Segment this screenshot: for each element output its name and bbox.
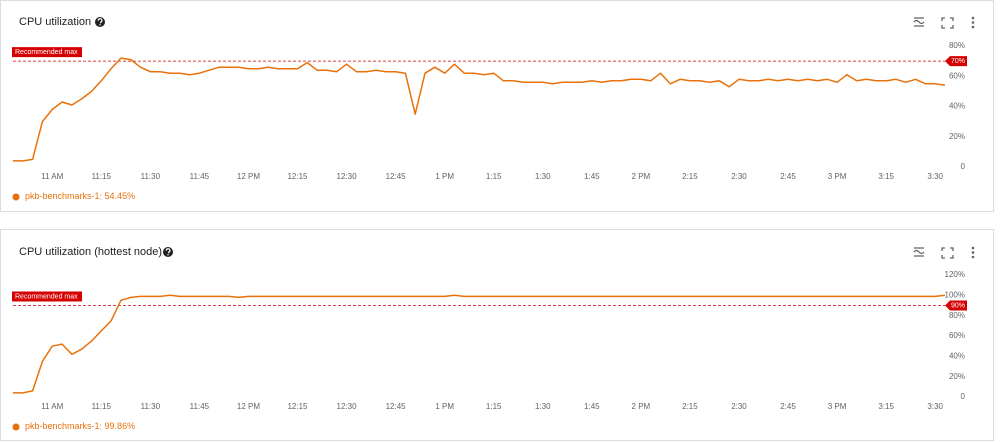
chart-title: CPU utilization (hottest node) [19,246,162,258]
y-tick-label: 0 [961,162,966,171]
legend-name: pkb-benchmarks-1 [25,421,100,431]
x-tick-label: 2:45 [780,172,796,181]
threshold-badge [12,291,82,302]
x-tick-label: 11:30 [141,402,161,411]
x-tick-label: 11:15 [92,402,112,411]
threshold-value-label: 90% [951,302,965,309]
x-tick-label: 1:45 [584,402,600,411]
x-tick-label: 3:30 [927,172,943,181]
y-tick-label: 80% [949,311,965,320]
y-tick-label: 20% [949,132,965,141]
y-tick-label: 0 [961,392,966,401]
threshold-label: Recommended max [15,293,78,300]
x-tick-label: 2:30 [731,172,747,181]
x-tick-label: 1:15 [486,402,502,411]
series-line [13,57,946,162]
fullscreen-icon[interactable] [941,247,954,259]
y-tick-label: 80% [949,41,965,50]
more-icon[interactable] [971,16,975,29]
x-tick-label: 3:15 [878,402,894,411]
x-tick-label: 11 AM [41,402,63,411]
x-tick-label: 12:30 [337,172,358,181]
x-tick-label: 12:30 [337,402,358,411]
legend-label: pkb-benchmarks-1: 99.86% [25,421,135,431]
x-tick-label: 1:45 [584,172,600,181]
x-tick-label: 11:45 [190,402,210,411]
help-icon[interactable] [95,17,105,27]
legend-swatch [12,193,20,201]
x-tick-label: 3 PM [828,172,847,181]
x-tick-label: 1:30 [535,172,551,181]
x-tick-label: 2:15 [682,402,698,411]
x-tick-label: 3 PM [828,402,847,411]
x-tick-label: 12:15 [287,402,308,411]
y-tick-label: 60% [949,331,965,340]
x-tick-label: 1:15 [486,172,502,181]
x-tick-label: 12 PM [237,402,260,411]
card [0,0,994,212]
legend-value: 99.86% [105,421,136,431]
x-tick-label: 2:30 [731,402,747,411]
x-tick-label: 11:45 [190,172,210,181]
x-tick-label: 11:15 [92,172,112,181]
y-tick-label: 100% [945,290,965,299]
x-tick-label: 2:15 [682,172,698,181]
card [0,229,994,441]
chart-title: CPU utilization [19,16,91,28]
compare-icon[interactable] [913,17,925,27]
threshold-label: Recommended max [15,49,78,56]
x-tick-label: 3:30 [927,402,943,411]
help-icon[interactable] [163,247,173,257]
legend-name: pkb-benchmarks-1 [25,191,100,201]
x-tick-label: 11:30 [141,172,161,181]
y-tick-label: 40% [949,102,965,111]
legend-value: 54.45% [105,191,136,201]
x-tick-label: 2 PM [632,172,651,181]
x-tick-label: 1:30 [535,402,551,411]
y-tick-label: 60% [949,71,965,80]
more-icon[interactable] [971,246,975,259]
fullscreen-icon[interactable] [941,17,954,29]
x-tick-label: 2:45 [780,402,796,411]
y-tick-label: 20% [949,372,965,381]
x-tick-label: 12:45 [386,402,407,411]
threshold-value-label: 70% [951,58,965,65]
y-tick-label: 40% [949,351,965,360]
y-tick-label: 120% [945,270,965,279]
x-tick-label: 11 AM [41,172,63,181]
threshold-tag [945,300,967,311]
x-tick-label: 1 PM [435,402,454,411]
x-tick-label: 12:15 [287,172,308,181]
threshold-tag [945,56,967,67]
compare-icon[interactable] [913,247,925,257]
series-line [13,294,946,394]
x-tick-label: 12:45 [386,172,407,181]
legend-swatch [12,423,20,431]
threshold-badge [12,47,82,58]
x-tick-label: 12 PM [237,172,260,181]
x-tick-label: 1 PM [435,172,454,181]
x-tick-label: 2 PM [632,402,651,411]
x-tick-label: 3:15 [878,172,894,181]
legend-label: pkb-benchmarks-1: 54.45% [25,191,135,201]
